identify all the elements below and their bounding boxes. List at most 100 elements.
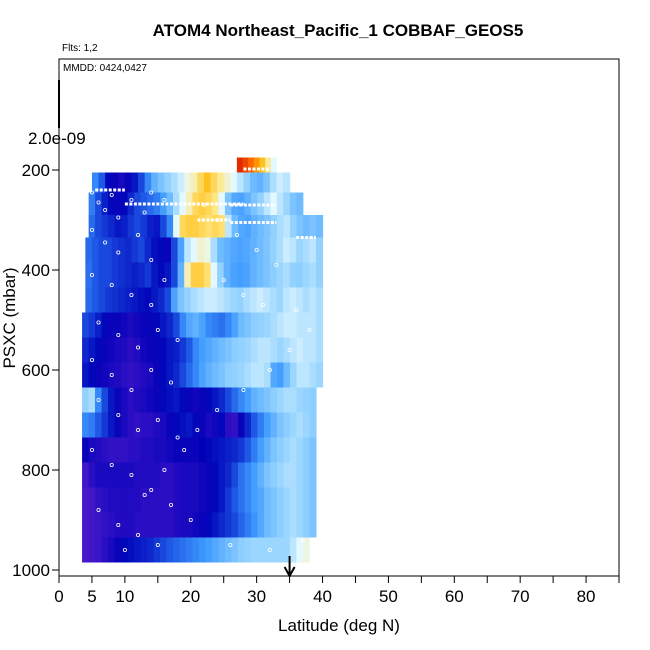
heatmap-cell xyxy=(231,487,239,513)
sample-point xyxy=(109,192,114,197)
heatmap-cell xyxy=(166,437,174,463)
heatmap-cell xyxy=(257,487,265,513)
heatmap-cell xyxy=(283,487,291,513)
heatmap-cell xyxy=(244,487,252,513)
heatmap-cell xyxy=(263,512,272,538)
heatmap-cell xyxy=(85,237,93,263)
heatmap-cell xyxy=(218,487,226,513)
heatmap-cell xyxy=(121,437,129,463)
heatmap-cell xyxy=(91,237,100,263)
heatmap-cell xyxy=(114,387,122,413)
heatmap-cell xyxy=(95,215,103,238)
sample-point xyxy=(96,507,101,512)
heatmap-cell xyxy=(302,537,310,563)
heatmap-cell xyxy=(231,312,239,338)
heatmap-cell xyxy=(270,437,278,463)
heatmap-cell xyxy=(134,437,142,463)
heatmap-cell xyxy=(199,462,207,488)
heatmap-cell xyxy=(101,362,109,388)
heatmap-cell xyxy=(121,362,129,388)
heatmap-cell xyxy=(134,462,142,488)
heatmap-cell xyxy=(250,462,259,488)
heatmap-cell xyxy=(224,487,233,513)
heatmap-cell xyxy=(218,437,226,463)
heatmap-cell xyxy=(296,312,304,338)
heatmap-cell xyxy=(144,262,152,288)
heatmap-cell xyxy=(199,337,207,363)
heatmap-cell xyxy=(147,215,155,238)
heatmap-cell xyxy=(98,237,106,263)
heatmap-cell xyxy=(124,172,133,193)
sample-point xyxy=(162,277,167,282)
sample-point xyxy=(215,407,220,412)
heatmap-cell xyxy=(108,312,116,338)
heatmap-cell xyxy=(276,437,285,463)
heatmap-cell xyxy=(153,312,161,338)
heatmap-cell xyxy=(88,537,96,563)
heatmap-cell xyxy=(101,215,109,238)
heatmap-cell xyxy=(259,157,266,173)
heatmap-cell xyxy=(231,387,239,413)
heatmap-cell xyxy=(238,362,246,388)
heatmap-cell xyxy=(121,512,129,538)
heatmap-cell xyxy=(309,387,317,413)
heatmap-cell xyxy=(289,437,298,463)
heatmap-cell xyxy=(223,287,231,313)
sample-point xyxy=(129,292,134,297)
heatmap-cell xyxy=(237,487,246,513)
heatmap-cell xyxy=(212,337,220,363)
heatmap-cell xyxy=(205,512,213,538)
heatmap-cell xyxy=(179,487,187,513)
heatmap-cell xyxy=(309,262,317,288)
heatmap-cell xyxy=(153,512,161,538)
heatmap-cell xyxy=(264,337,272,363)
heatmap-cell xyxy=(289,192,297,215)
heatmap-cell xyxy=(264,362,272,388)
heatmap-cell xyxy=(114,537,122,563)
heatmap-cell xyxy=(296,192,304,215)
heatmap-cell xyxy=(160,215,168,238)
heatmap-cell xyxy=(210,172,218,193)
heatmap-cell xyxy=(118,262,126,288)
heatmap-cell xyxy=(283,262,291,288)
heatmap-cell xyxy=(121,312,129,338)
heatmap-cell xyxy=(101,487,109,513)
heatmap-cell xyxy=(302,437,311,463)
heatmap-cell xyxy=(276,487,285,513)
heatmap-cell xyxy=(151,262,159,288)
heatmap-cell xyxy=(190,237,198,263)
heatmap-cell xyxy=(95,412,103,438)
heatmap-cell xyxy=(138,172,146,193)
heatmap-cell xyxy=(263,287,271,313)
sample-point xyxy=(116,250,121,255)
heatmap-cell xyxy=(157,262,166,288)
sample-point xyxy=(136,232,141,237)
heatmap-cell xyxy=(147,362,155,388)
heatmap-cell xyxy=(111,237,119,263)
heatmap-cell xyxy=(147,337,155,363)
heatmap-cell xyxy=(296,362,304,388)
sample-point xyxy=(294,307,299,312)
heatmap-cell xyxy=(134,192,142,215)
heatmap-cell xyxy=(179,312,187,338)
heatmap-cell xyxy=(296,437,304,463)
sample-point xyxy=(149,367,154,372)
sample-point xyxy=(129,197,134,202)
heatmap-cell xyxy=(82,387,90,413)
heatmap-cell xyxy=(121,487,129,513)
heatmap-cell xyxy=(134,362,142,388)
heatmap-cell xyxy=(134,512,142,538)
heatmap-cell xyxy=(134,412,142,438)
heatmap-cell xyxy=(231,537,239,563)
heatmap-cell xyxy=(264,312,272,338)
heatmap-cell xyxy=(218,215,226,238)
heatmap-cell xyxy=(224,462,233,488)
heatmap-bands xyxy=(82,157,324,563)
heatmap-cell xyxy=(205,537,213,563)
heatmap-cell xyxy=(138,237,146,263)
heatmap-cell xyxy=(309,215,317,238)
heatmap-cell xyxy=(134,537,142,563)
y-axis-label: PSXC (mbar) xyxy=(0,267,19,368)
heatmap-cell xyxy=(244,412,252,438)
heatmap-cell xyxy=(147,487,155,513)
